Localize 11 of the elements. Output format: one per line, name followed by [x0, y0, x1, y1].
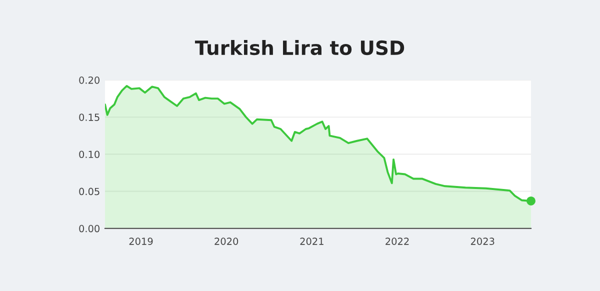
- chart-title: Turkish Lira to USD: [194, 40, 404, 56]
- y-tick-label: 0.10: [79, 150, 100, 158]
- y-tick-label: 0.15: [79, 114, 100, 121]
- x-tick-label: 2023: [470, 238, 494, 245]
- x-tick-label: 2019: [129, 238, 153, 245]
- y-tick-label: 0.05: [79, 188, 100, 196]
- x-tick-label: 2022: [386, 238, 409, 245]
- x-tick-label: 2020: [214, 238, 238, 245]
- y-tick-label: 0.00: [79, 224, 100, 232]
- y-tick-label: 0.20: [79, 76, 100, 84]
- x-tick-label: 2021: [300, 238, 324, 245]
